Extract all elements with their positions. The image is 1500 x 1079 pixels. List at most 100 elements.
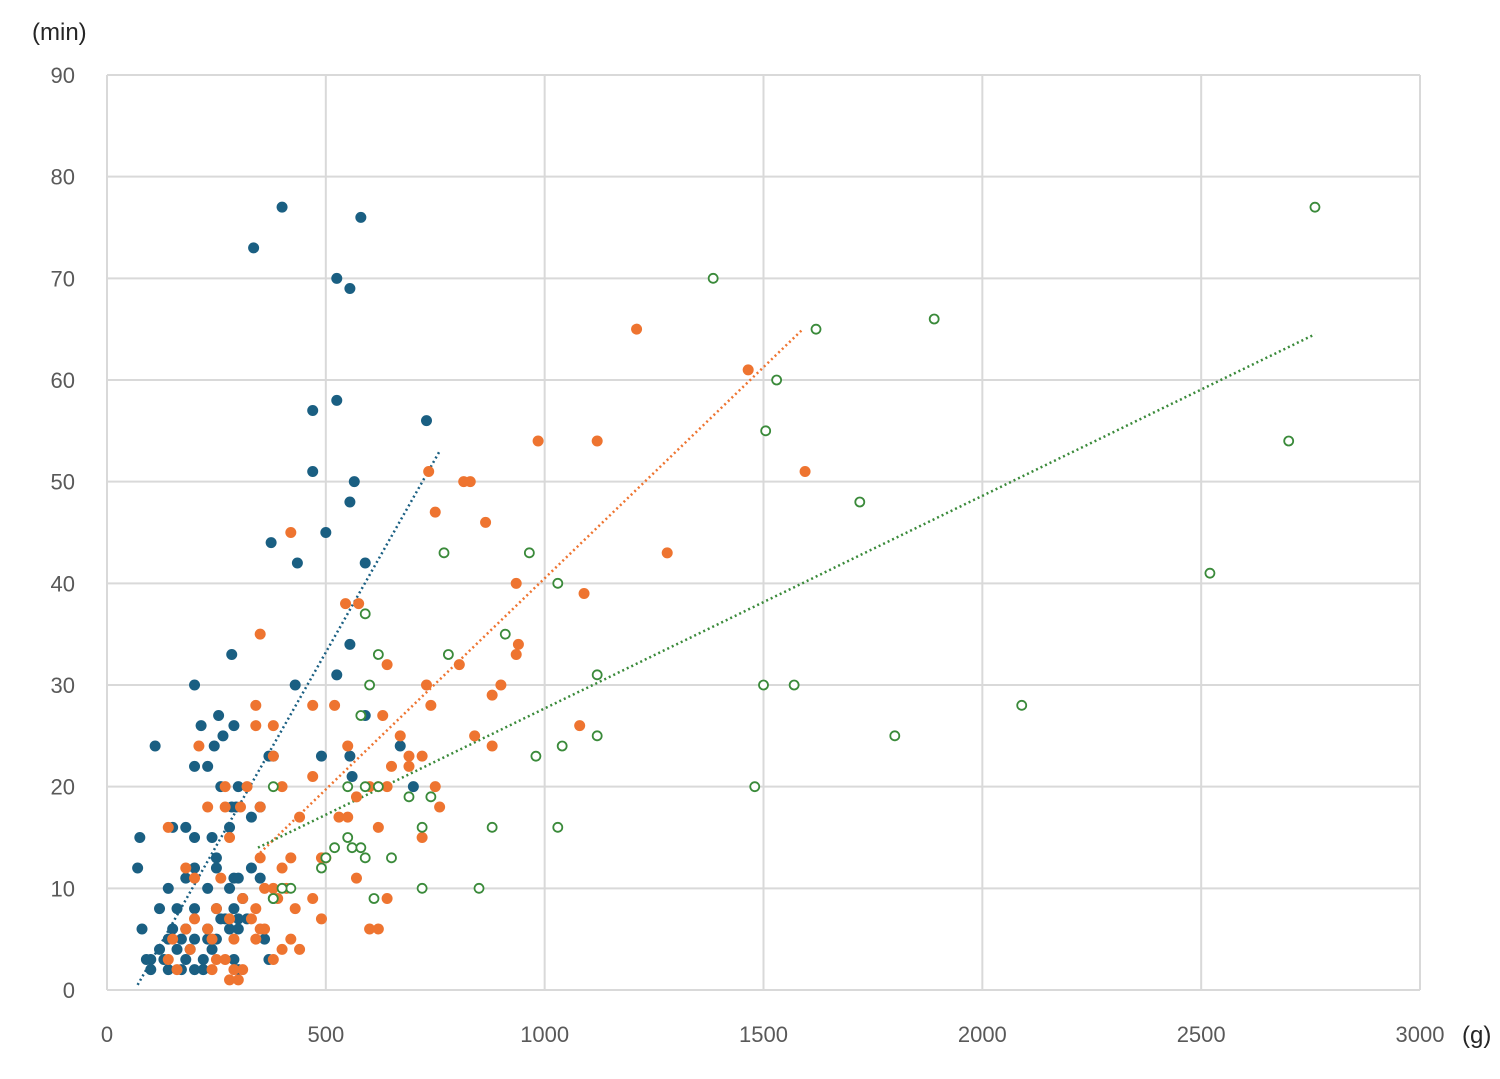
data-point-series-1 (210, 862, 222, 874)
data-point-series-1 (259, 933, 271, 945)
data-point-series-3 (499, 628, 511, 640)
trendline-series-3 (257, 333, 1316, 849)
data-point-series-1 (232, 913, 244, 925)
data-point-series-3 (320, 852, 332, 864)
data-point-series-2 (224, 832, 236, 843)
data-point-series-2 (353, 598, 365, 610)
data-point-series-3 (364, 679, 376, 691)
x-tick-label: 0 (101, 1022, 113, 1047)
data-point-series-3 (758, 679, 769, 691)
data-point-series-2 (350, 791, 362, 803)
data-point-series-2 (578, 588, 590, 599)
trendlines (136, 328, 1316, 986)
data-point-series-2 (254, 628, 266, 640)
data-point-series-3 (359, 608, 371, 620)
data-point-series-2 (162, 954, 174, 965)
y-tick-label: 60 (51, 368, 75, 393)
data-point-series-1 (254, 872, 266, 884)
y-axis-unit: (min) (32, 19, 87, 46)
data-point-series-1 (167, 923, 179, 935)
data-point-series-3 (760, 425, 772, 437)
data-point-series-3 (359, 781, 371, 793)
data-point-series-2 (184, 943, 196, 955)
data-point-series-3 (788, 679, 800, 691)
data-point-series-2 (267, 882, 279, 894)
data-point-series-1 (331, 669, 343, 681)
data-point-series-1 (171, 943, 183, 955)
data-point-series-1 (217, 730, 229, 742)
data-point-series-2 (210, 954, 222, 965)
data-point-series-1 (149, 740, 161, 752)
data-point-series-1 (140, 954, 152, 965)
data-point-series-2 (276, 943, 288, 955)
data-point-series-2 (307, 771, 319, 782)
data-point-series-1 (344, 638, 356, 650)
grid-lines (106, 74, 1421, 991)
data-point-series-2 (250, 903, 262, 915)
data-point-series-2 (245, 913, 257, 925)
data-point-series-2 (385, 760, 397, 772)
data-point-series-2 (394, 730, 406, 742)
data-point-series-2 (250, 699, 262, 711)
data-point-series-2 (495, 679, 507, 691)
data-point-series-1 (162, 882, 174, 894)
data-point-series-3 (591, 730, 603, 742)
data-point-series-2 (206, 933, 218, 945)
data-point-series-2 (250, 933, 262, 945)
data-point-series-2 (381, 659, 393, 671)
data-point-series-3 (329, 842, 340, 854)
data-point-series-2 (423, 466, 435, 477)
data-point-series-2 (232, 974, 244, 986)
data-point-series-1 (224, 882, 236, 894)
data-point-series-2 (329, 699, 341, 711)
data-point-series-1 (197, 954, 209, 965)
data-point-series-1 (232, 872, 244, 884)
data-point-series-1 (344, 496, 356, 508)
data-point-series-3 (276, 882, 288, 894)
data-point-series-3 (368, 893, 380, 904)
data-point-series-2 (574, 720, 586, 732)
data-point-series-2 (189, 872, 201, 884)
data-point-series-2 (429, 781, 441, 793)
y-tick-label: 70 (51, 266, 75, 291)
data-point-series-2 (315, 913, 327, 925)
data-point-series-3 (552, 577, 564, 589)
data-point-series-1 (344, 750, 356, 762)
data-point-series-2 (237, 964, 249, 976)
data-point-series-3 (771, 374, 783, 386)
data-point-series-1 (407, 781, 419, 793)
data-point-series-1 (180, 821, 192, 833)
data-point-series-1 (189, 964, 201, 976)
data-point-series-3 (355, 842, 367, 854)
data-point-series-1 (171, 903, 183, 915)
data-point-series-1 (355, 211, 367, 223)
data-point-series-1 (331, 394, 343, 406)
data-point-series-2 (372, 821, 384, 833)
data-point-series-2 (464, 476, 476, 488)
data-point-series-1 (228, 903, 240, 915)
data-point-series-1 (189, 862, 201, 874)
data-point-series-2 (340, 598, 352, 610)
data-point-series-3 (316, 862, 327, 874)
data-point-series-3 (438, 547, 450, 559)
data-point-series-3 (530, 750, 542, 762)
data-point-series-1 (213, 710, 225, 721)
data-point-series-2 (254, 852, 266, 864)
tick-labels: 0 10 20 30 40 50 60 70 80 90 0 500 1000 1500 2000 2500 3… (51, 63, 1445, 1047)
data-point-series-1 (134, 832, 146, 843)
data-point-series-1 (359, 557, 371, 569)
data-point-series-3 (889, 730, 901, 742)
data-point-series-1 (315, 750, 327, 762)
data-point-series-3 (425, 791, 437, 803)
data-point-series-1 (202, 760, 214, 772)
data-point-series-1 (189, 760, 201, 772)
data-point-series-1 (307, 466, 319, 477)
data-point-series-1 (132, 862, 144, 874)
data-point-series-1 (276, 201, 288, 213)
x-tick-label: 500 (307, 1022, 344, 1047)
data-point-series-3 (267, 893, 279, 904)
data-point-series-1 (210, 852, 222, 864)
data-point-series-1 (228, 720, 240, 732)
y-tick-label: 90 (51, 63, 75, 88)
